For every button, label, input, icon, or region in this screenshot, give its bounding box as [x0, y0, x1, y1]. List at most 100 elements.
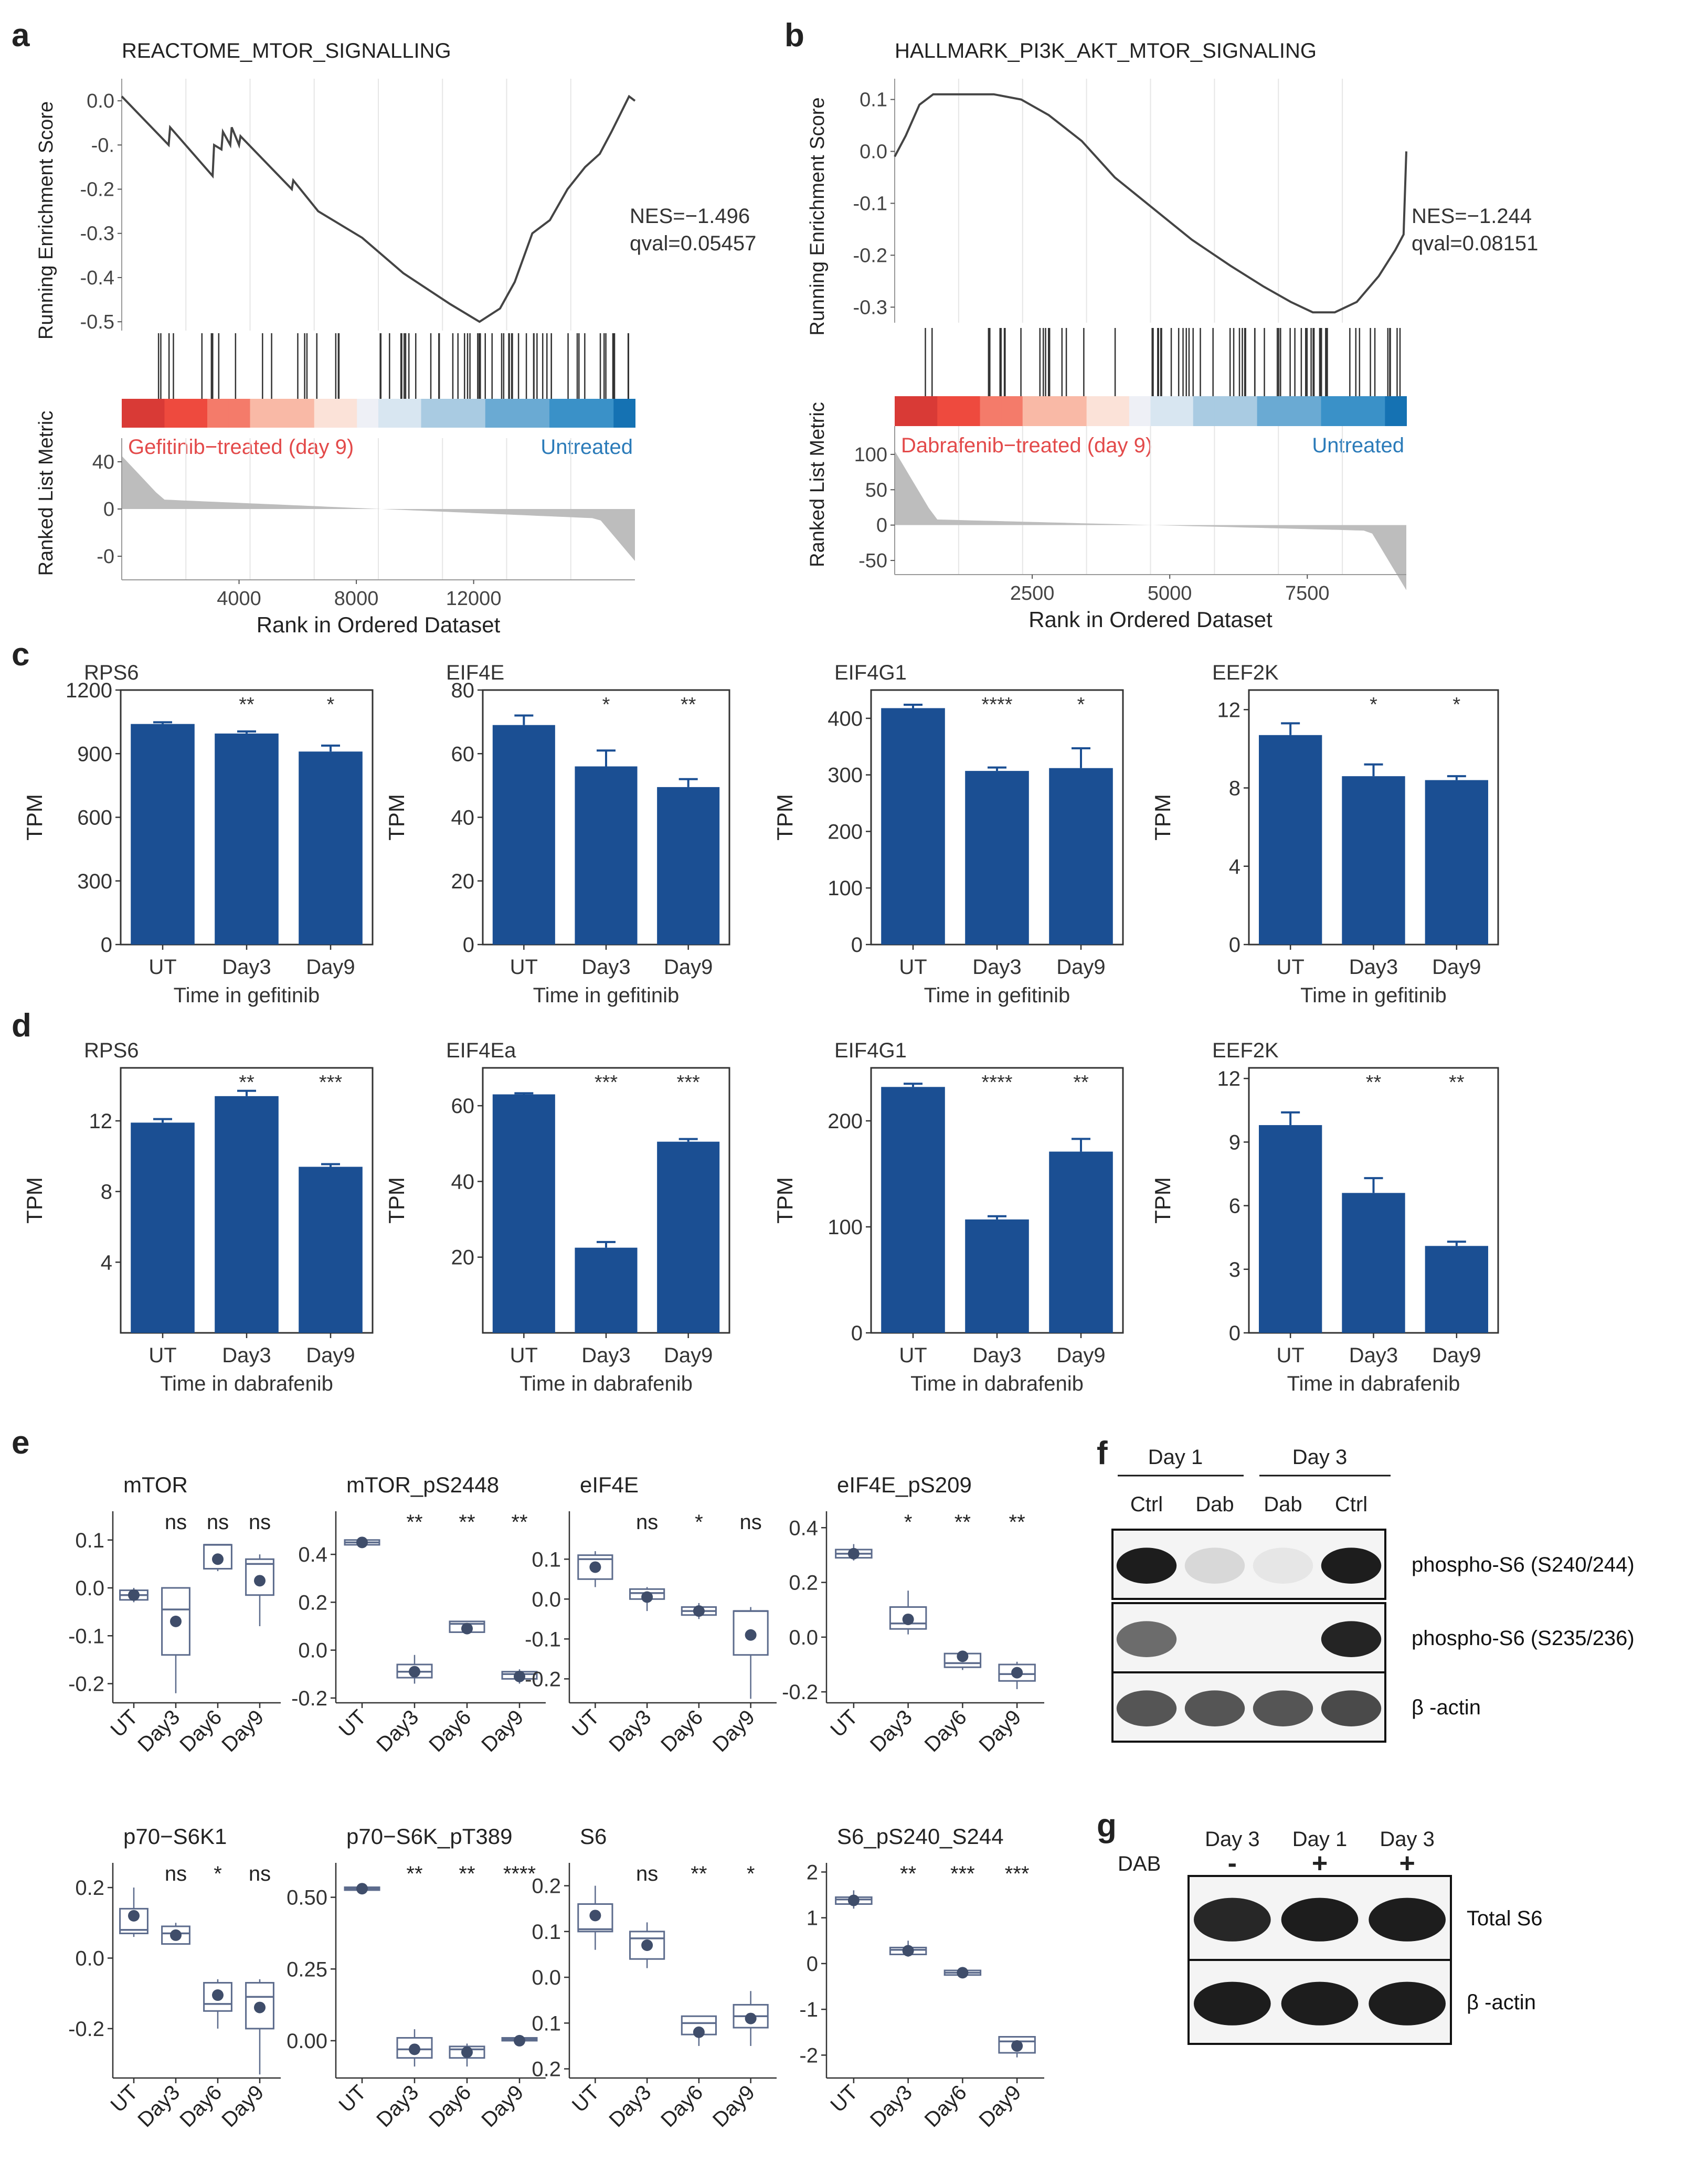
y-tick-label: 900 [77, 743, 112, 766]
y-tick-label: 0.1 [75, 1529, 104, 1552]
x-tick-label: Day9 [1056, 956, 1105, 979]
bar-day9 [299, 1167, 363, 1333]
rank-color-bar [895, 396, 1407, 426]
color-bar-segment [592, 399, 614, 428]
mean-point [212, 1553, 224, 1565]
bar-day9 [1049, 768, 1113, 945]
y-tick-label: 0 [851, 1322, 863, 1345]
y-tick-label: 0.0 [75, 1947, 104, 1970]
y-axis-title: TPM [22, 794, 47, 841]
y-tick-label: 300 [828, 764, 863, 787]
color-bar-segment [1236, 396, 1258, 426]
color-bar-segment [613, 399, 635, 428]
x-tick-label: UT [510, 1344, 538, 1367]
bar-ut [881, 708, 945, 945]
blot-row-label: phospho-S6 (S240/244) [1412, 1553, 1635, 1576]
color-bar-segment [442, 399, 464, 428]
bar-chart-title: EIF4G1 [834, 661, 907, 684]
y-tick-label: 9 [1229, 1131, 1240, 1154]
x-tick-label: 8000 [334, 588, 379, 610]
y-tick-label: 1200 [66, 679, 112, 702]
metric-tick-label: 50 [865, 479, 887, 501]
x-axis-title: Rank in Ordered Dataset [1028, 607, 1273, 632]
color-bar-segment [570, 399, 593, 428]
y-axis-title: TPM [22, 1177, 47, 1224]
x-tick-label: Day6 [656, 1705, 707, 1756]
y-tick-label: 12 [1217, 698, 1241, 722]
bar-chart-title: EIF4E [446, 661, 504, 684]
bar-ut [492, 725, 555, 945]
color-bar-segment [207, 399, 229, 428]
metric-axis-title: Ranked List Metric [35, 411, 57, 576]
color-bar-segment [314, 399, 336, 428]
y-tick-label: 0.4 [789, 1517, 818, 1540]
mean-point [409, 1666, 420, 1678]
significance-mark: * [214, 1862, 222, 1885]
metric-axis-title: Ranked List Metric [807, 402, 829, 567]
band [1116, 1690, 1177, 1726]
bar-chart-eif4ea: EIF4Ea 20 40 60 TPM UT Day3 *** Day9 *** Time in d… [384, 1039, 730, 1395]
y-tick-label: -0.2 [68, 1673, 104, 1696]
color-bar-segment [958, 396, 981, 426]
x-tick-label: Day3 [372, 2081, 423, 2132]
blot-row-label: Total S6 [1467, 1907, 1543, 1930]
significance-mark: * [695, 1511, 703, 1534]
x-tick-label: Day3 [581, 956, 630, 979]
lane-label: Day 3 [1205, 1828, 1260, 1851]
y-tick-label: 0 [1229, 1322, 1240, 1345]
es-axis-title: Running Enrichment Score [807, 97, 829, 335]
y-tick-label: 100 [828, 1216, 863, 1239]
color-bar-segment [1150, 396, 1173, 426]
x-tick-label: Day9 [1056, 1344, 1105, 1367]
significance-mark: ** [239, 694, 255, 716]
mean-point [847, 1894, 860, 1906]
metric-tick-label: -0 [97, 546, 114, 568]
color-bar-segment [1108, 396, 1130, 426]
bar-day3 [215, 1096, 279, 1333]
rppa-title: p70−S6K_pT389 [346, 1824, 512, 1849]
y-tick-label: 6 [1229, 1195, 1240, 1218]
mean-point [902, 1613, 914, 1625]
bar-chart-title: EIF4G1 [834, 1039, 907, 1062]
y-tick-label: -0.2 [291, 1687, 327, 1710]
color-bar-segment [1172, 396, 1194, 426]
y-tick-label: 0.1 [532, 1921, 561, 1944]
x-tick-label: Day3 [133, 1705, 184, 1756]
y-axis-title: TPM [772, 1177, 797, 1224]
band [1281, 1981, 1359, 2026]
y-tick-label: 2 [807, 1861, 818, 1884]
color-bar-segment [1193, 396, 1215, 426]
blot-g-header: Day 3 Day 1 Day 3 DAB - + + [1118, 1828, 1435, 1879]
x-tick-label: 2500 [1010, 582, 1055, 605]
es-tick-label: -0.2 [853, 245, 887, 267]
y-tick-label: 4 [1229, 855, 1240, 878]
day-label: Day 1 [1148, 1446, 1203, 1469]
hit-markers [925, 328, 1401, 396]
dab-mark: - [1228, 1848, 1237, 1879]
significance-mark: ** [1449, 1072, 1465, 1094]
bar-day3 [575, 766, 638, 945]
color-bar-segment [1257, 396, 1279, 426]
y-tick-label: 20 [451, 870, 475, 893]
x-tick-label: Day6 [425, 1705, 475, 1756]
bar-day3 [965, 1219, 1029, 1333]
mean-point [128, 1589, 140, 1601]
y-tick-label: 80 [451, 679, 475, 702]
bar-chart-eef2k: EEF2K 0 4 8 12 TPM UT Day3 * Day9 * Time in gefitin… [1150, 661, 1499, 1007]
x-tick-label: Day9 [217, 2081, 268, 2132]
y-tick-label: 40 [451, 807, 475, 830]
significance-mark: ** [511, 1511, 527, 1534]
metric-tick-label: 0 [103, 499, 114, 521]
rppa-chart-p70−s6k_pt389: p70−S6K_pT389 0.50 0.25 0.00 UT Day3 ** Day6 ** D… [287, 1824, 546, 2132]
bar-chart-eif4e: EIF4E 0 20 40 60 80 TPM UT Day3 * Day9 ** Time in ge… [384, 661, 730, 1007]
mean-point [589, 1561, 601, 1573]
mean-point [957, 1967, 969, 1979]
bar-day9 [657, 1141, 720, 1333]
y-tick-label: -0.1 [68, 1625, 104, 1648]
x-tick-label: UT [149, 1344, 176, 1367]
box-day9 [998, 1663, 1036, 1682]
box-day3 [161, 1587, 190, 1656]
y-axis-title: TPM [1150, 794, 1175, 841]
color-bar-segment [357, 399, 379, 428]
